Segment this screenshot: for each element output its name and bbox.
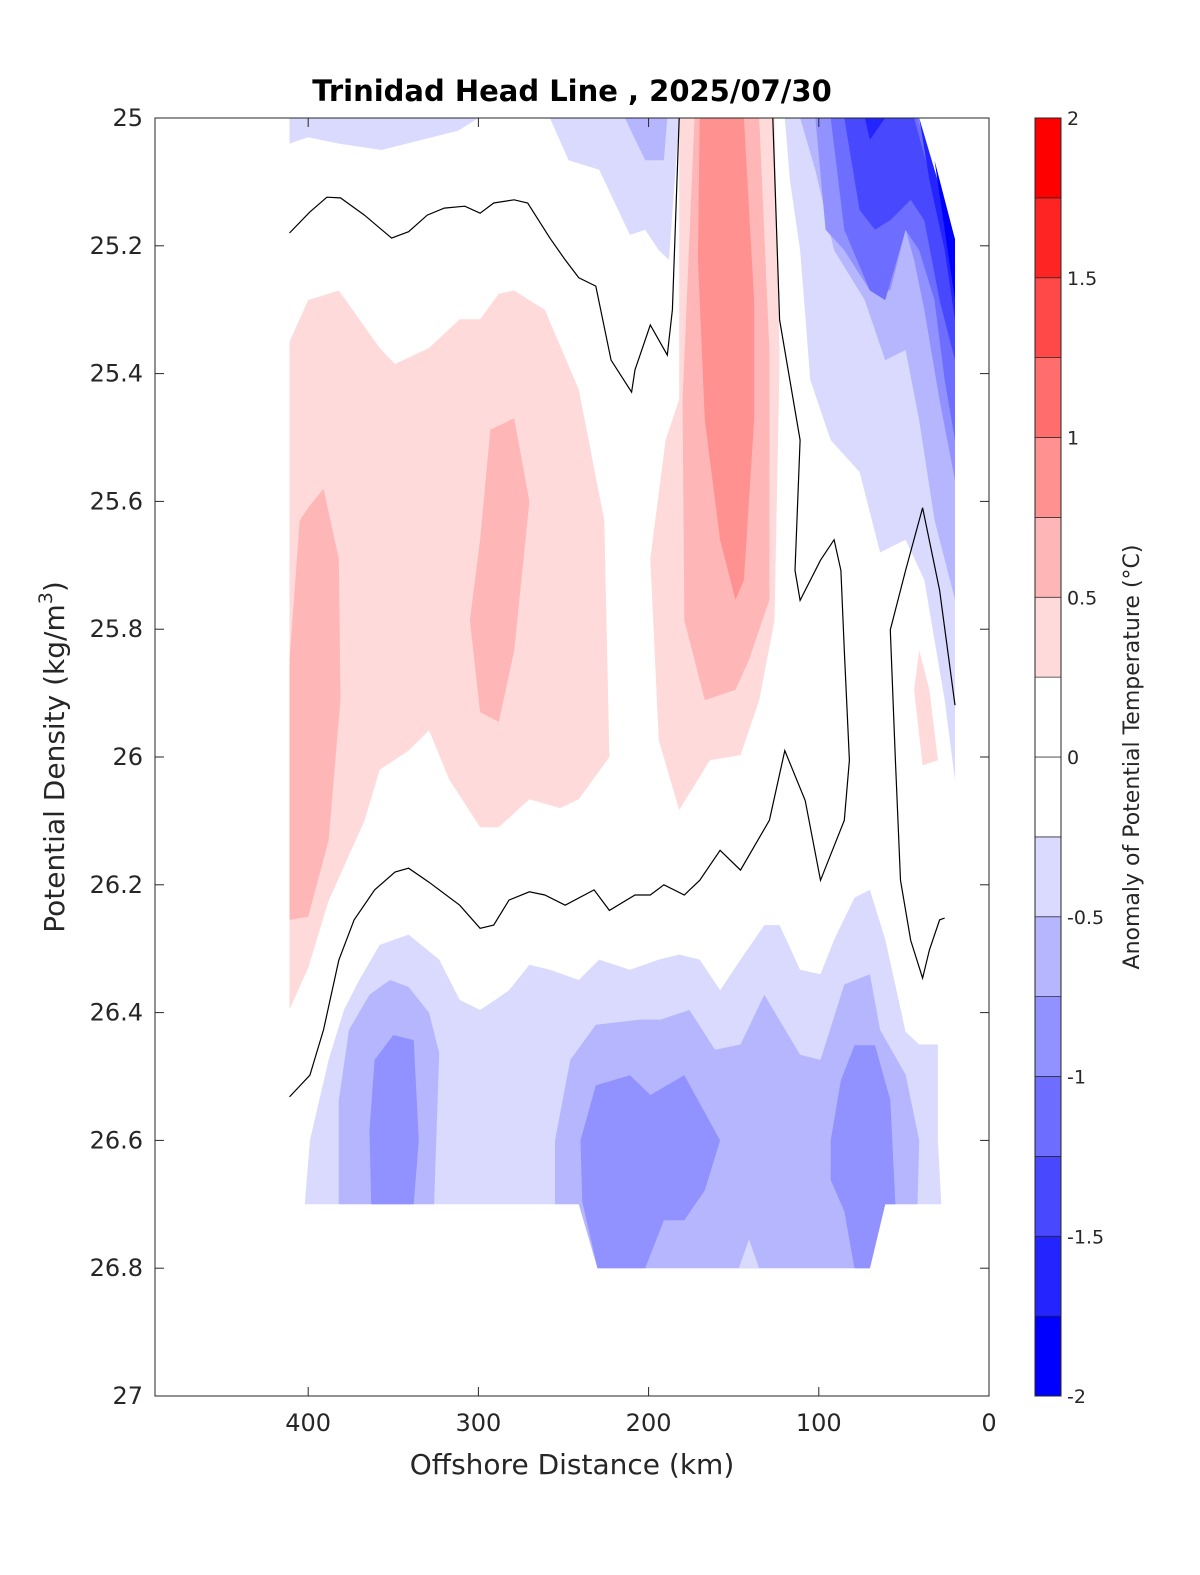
colorbar-bin-2 bbox=[1034, 1156, 1062, 1237]
zero-contour-line-1 bbox=[289, 117, 851, 1098]
colorbar-bin-13 bbox=[1034, 277, 1062, 358]
y-tick-label: 25.8 bbox=[90, 615, 143, 643]
y-tick-label: 26 bbox=[112, 743, 143, 771]
colorbar-bin-12 bbox=[1034, 357, 1062, 438]
contour-region-21 bbox=[369, 1035, 419, 1205]
colorbar-bin-9 bbox=[1034, 596, 1062, 678]
colorbar-tick-label: -1 bbox=[1067, 1067, 1086, 1089]
colorbar-bin-4 bbox=[1034, 996, 1062, 1077]
contour-region-9 bbox=[624, 118, 668, 161]
y-tick-label: 27 bbox=[112, 1382, 143, 1410]
y-axis-label-sup: 3 bbox=[35, 592, 57, 604]
contour-region-16 bbox=[864, 118, 886, 140]
colorbar-label: Anomaly of Potential Temperature (°C) bbox=[1120, 545, 1145, 970]
colorbar-bin-8 bbox=[1034, 676, 1062, 758]
colorbar-tick-label: -0.5 bbox=[1067, 907, 1104, 929]
zero-contour-lines bbox=[289, 117, 956, 1098]
colorbar-tick-label: 1.5 bbox=[1067, 268, 1097, 290]
contour-region-15 bbox=[919, 118, 955, 320]
zero-contour-line-0 bbox=[289, 117, 680, 394]
contour-region-17 bbox=[934, 160, 955, 301]
colorbar-tick-label: -2 bbox=[1067, 1386, 1086, 1408]
contour-region-0 bbox=[289, 290, 610, 1010]
contour-region-1 bbox=[289, 488, 341, 920]
y-tick-label: 25 bbox=[112, 104, 143, 132]
y-axis-label: Potential Density (kg/m3) bbox=[35, 581, 71, 933]
x-tick-label: 400 bbox=[285, 1409, 331, 1437]
contour-region-6 bbox=[914, 650, 938, 766]
y-tick-label: 25.2 bbox=[90, 232, 143, 260]
colorbar: 2 1.5 1 0.5 0 -0.5 -1 -1.5 -2 bbox=[1034, 108, 1104, 1408]
colorbar-bin-11 bbox=[1034, 437, 1062, 518]
axes: 400 300 200 100 0 25 25.2 25.4 25.6 25.8 26 26.2 26.… bbox=[90, 104, 997, 1437]
y-tick-label: 26.6 bbox=[90, 1126, 143, 1154]
x-tick-label: 0 bbox=[981, 1409, 996, 1437]
contour-region-5 bbox=[698, 118, 755, 600]
contour-region-2 bbox=[469, 418, 530, 722]
colorbar-bin-0 bbox=[1034, 1315, 1062, 1397]
contour-region-24 bbox=[830, 1045, 896, 1269]
colorbar-bin-6 bbox=[1034, 836, 1062, 918]
y-tick-label: 25.6 bbox=[90, 487, 143, 515]
colorbar-bin-3 bbox=[1034, 1076, 1062, 1157]
x-tick-label: 300 bbox=[455, 1409, 501, 1437]
colorbar-tick-label: 1 bbox=[1067, 428, 1079, 450]
x-tick-label: 200 bbox=[626, 1409, 672, 1437]
colorbar-bin-1 bbox=[1034, 1235, 1062, 1317]
contour-fill-regions bbox=[289, 118, 955, 1269]
colorbar-bin-7 bbox=[1034, 756, 1062, 838]
colorbar-tick-label: 0.5 bbox=[1067, 587, 1097, 609]
y-tick-label: 26.2 bbox=[90, 871, 143, 899]
chart-title: Trinidad Head Line , 2025/07/30 bbox=[312, 74, 832, 108]
contour-region-7 bbox=[289, 118, 479, 150]
y-axis-label-end: ) bbox=[38, 581, 71, 592]
y-axis-label-main: Potential Density (kg/m bbox=[38, 604, 71, 933]
y-tick-label: 26.8 bbox=[90, 1254, 143, 1282]
y-tick-label: 26.4 bbox=[90, 999, 143, 1027]
colorbar-bin-15 bbox=[1034, 117, 1062, 199]
colorbar-tick-label: 2 bbox=[1067, 108, 1079, 130]
contour-region-23 bbox=[738, 1239, 760, 1269]
colorbar-bin-10 bbox=[1034, 517, 1062, 598]
colorbar-tick-label: 0 bbox=[1067, 747, 1079, 769]
colorbar-bin-14 bbox=[1034, 197, 1062, 279]
zero-contour-line-2 bbox=[889, 507, 956, 981]
contour-region-14 bbox=[844, 118, 955, 361]
colorbar-frame bbox=[1034, 117, 1062, 1397]
colorbar-tick-label: -1.5 bbox=[1067, 1226, 1104, 1248]
x-axis-label: Offshore Distance (km) bbox=[410, 1448, 735, 1481]
y-tick-label: 25.4 bbox=[90, 360, 143, 388]
contour-region-22 bbox=[580, 1075, 721, 1269]
x-tick-label: 100 bbox=[796, 1409, 842, 1437]
colorbar-bin-5 bbox=[1034, 916, 1062, 997]
